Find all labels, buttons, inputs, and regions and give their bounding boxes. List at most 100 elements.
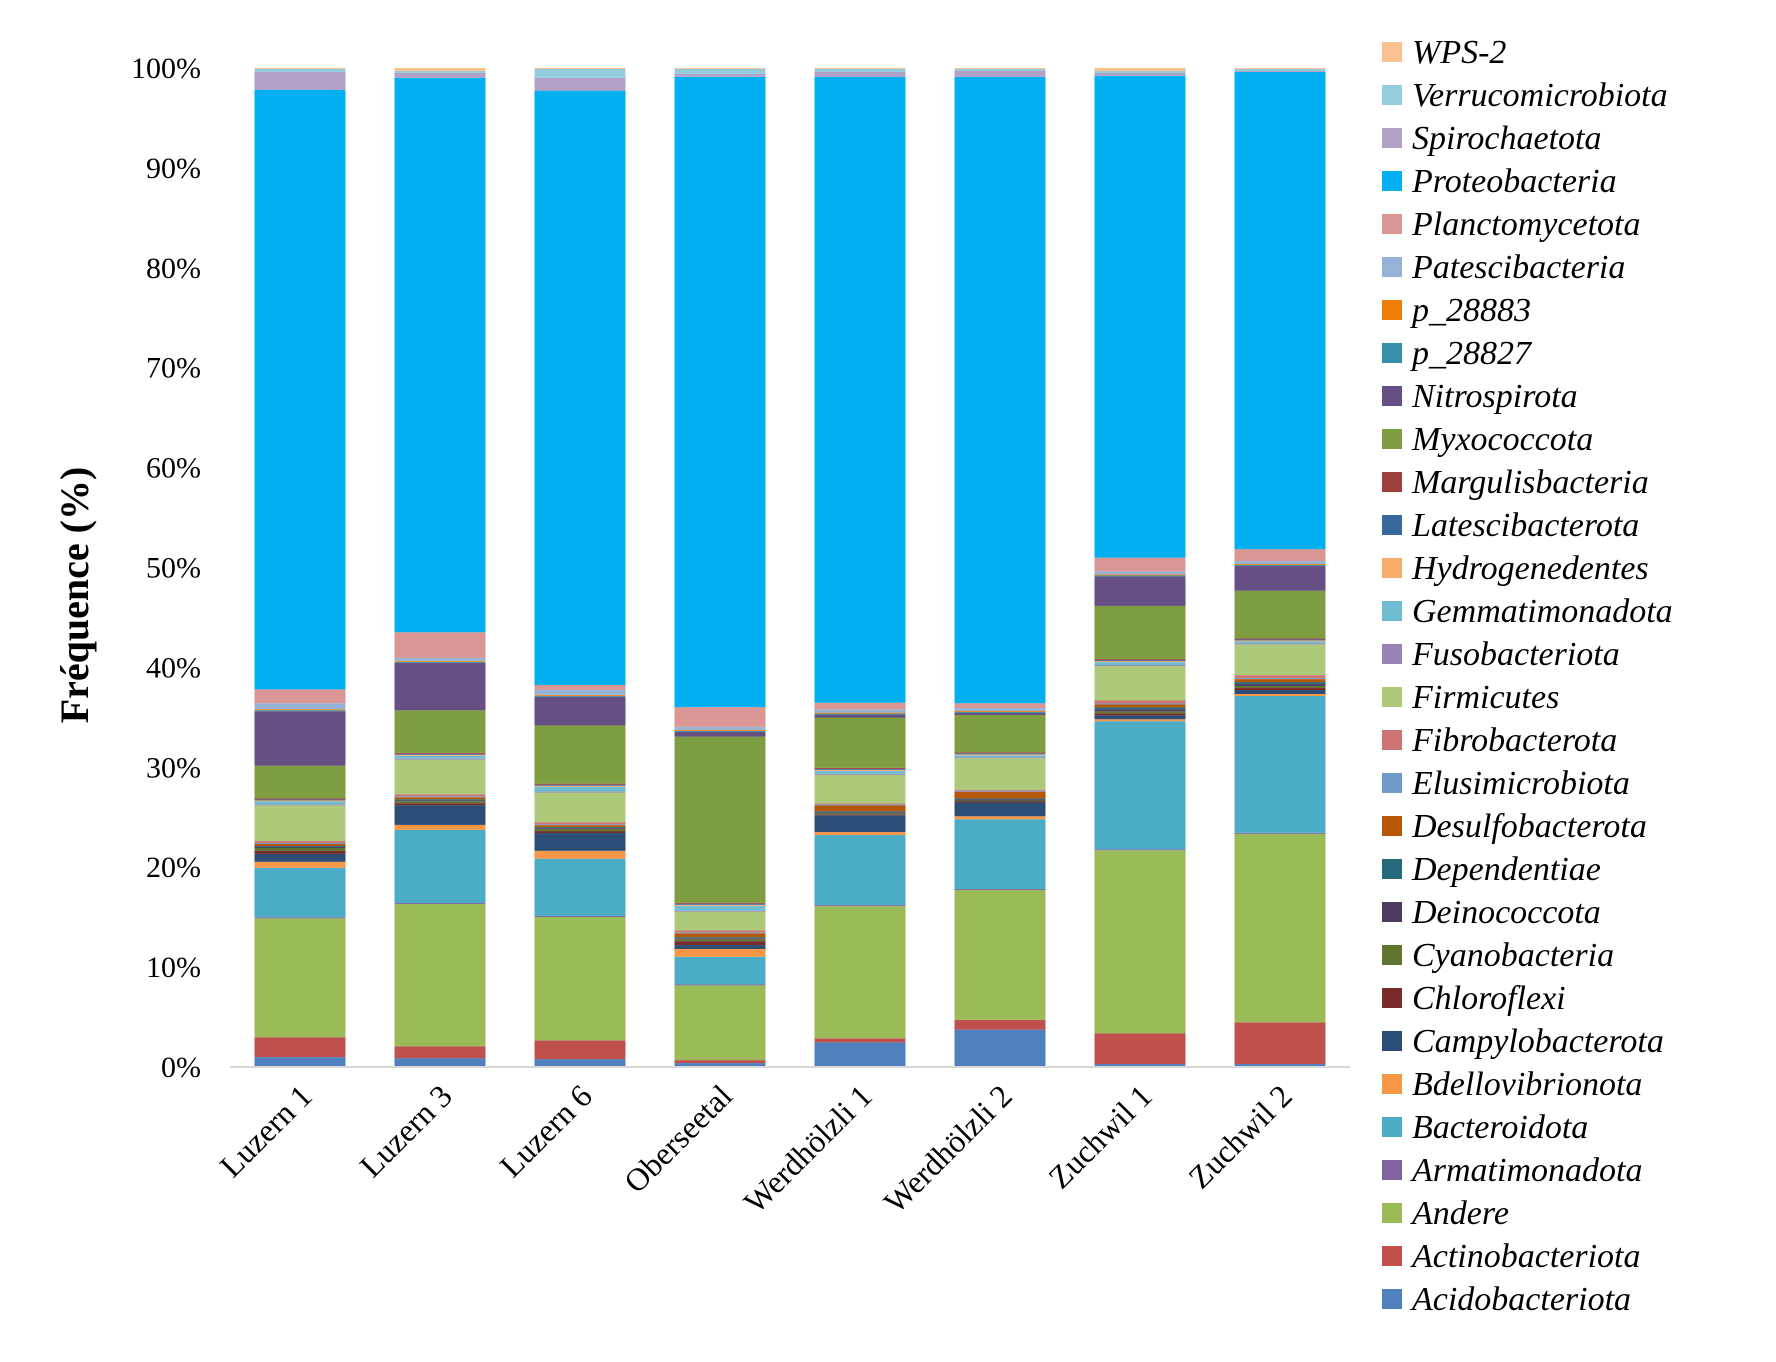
legend-label: Andere [1410,1195,1509,1232]
bar-segment [674,956,766,985]
bar-segment [814,835,906,906]
bar-segment [814,68,906,72]
bar-segment [814,812,906,814]
y-axis-ticks: 0% 10% 20% 30% 40% 50% 60% 70% 80% 90% 100% [131,52,201,1084]
bar-segment [954,68,1046,69]
x-axis-category-labels: Luzern 1 Luzern 3 Luzern 6 OberseetalWerdhö… [212,1077,1298,1219]
bar-segment [254,804,346,806]
bar-segment [1234,71,1326,550]
bar-segment [534,1040,626,1060]
bar-segment [394,632,486,658]
bar-segment [1234,566,1326,591]
bar-segment [254,853,346,862]
bar-segment [674,707,766,727]
bar-segment [1094,849,1186,851]
bar-segment [1234,833,1326,1023]
legend-swatch [1382,515,1402,535]
bar-segment [394,70,486,73]
legend-item: Nitrospirota [1382,378,1578,415]
bar-segment [534,850,626,859]
legend-item: Spirochaetota [1382,120,1602,157]
bar-segment [674,984,766,986]
legend-swatch [1382,945,1402,965]
bar-segment [954,753,1046,755]
bar-segment [1094,605,1186,660]
x-category-label: Werdhölzli 2 [877,1077,1019,1219]
legend-item: Patescibacteria [1382,249,1625,286]
bar-segment [954,713,1046,715]
bar-segment [814,813,906,815]
bar-segment [254,765,346,799]
legend-swatch [1382,300,1402,320]
legend-label: Nitrospirota [1411,378,1578,415]
legend-label: Acidobacteriota [1410,1281,1631,1318]
bar-segment [254,703,346,710]
bar-segment [394,759,486,795]
legend-item: Acidobacteriota [1382,1281,1631,1318]
legend-item: Andere [1382,1195,1509,1232]
bar-segment [954,711,1046,713]
legend-item: WPS-2 [1382,34,1506,71]
legend-swatch [1382,1031,1402,1051]
bar-segment [1234,684,1326,687]
bar-segment [674,941,766,946]
bar-segment [814,774,906,804]
bar-segment [1234,68,1326,69]
bar-segment [954,798,1046,800]
y-tick-label: 40% [146,651,201,684]
bar-segment [954,757,1046,759]
bar-segment [674,939,766,942]
bar-segment [394,753,486,755]
bar-segment [954,890,1046,1020]
bar-segment [534,825,626,828]
bar-segment [254,709,346,711]
bar-segment [1234,686,1326,689]
bar-segment [954,800,1046,802]
bar-segment [254,845,346,847]
bar-segment [954,714,1046,753]
y-tick-label: 0% [161,1051,201,1084]
bar-segment [674,911,766,931]
bar-segment [394,72,486,78]
legend-item: Chloroflexi [1382,980,1566,1017]
legend-swatch [1382,773,1402,793]
bar-segment [674,949,766,957]
bar-segment [254,800,346,802]
bar-segment [254,689,346,704]
bar-segment [1234,565,1326,567]
bar-segment [814,76,906,703]
bar-segment [534,822,626,825]
bar-segment [254,846,346,848]
bar-segment [1234,641,1326,644]
legend-label: Verrucomicrobiota [1412,77,1668,114]
bar-segment [954,712,1046,714]
legend-item: Firmicutes [1382,679,1559,716]
bar-segment [954,752,1046,754]
legend-label: Myxococcota [1411,421,1593,458]
bar-segment [394,903,486,1047]
bar-segment [534,696,626,726]
bar-segment [394,799,486,801]
bar-segment [394,77,486,633]
bar-segment [674,76,766,708]
legend-swatch [1382,1117,1402,1137]
bar-segment [1094,700,1186,704]
legend-label: Actinobacteriota [1410,1238,1641,1275]
bar-segment [254,711,346,766]
x-category-label: Zuchwil 1 [1041,1077,1159,1195]
x-category-label: Werdhölzli 1 [737,1077,879,1219]
bar-segment [954,889,1046,891]
bar-segment [814,805,906,812]
legend-label: p_28883 [1410,292,1531,329]
bar-segment [814,769,906,771]
bar-segment [674,902,766,904]
bar-segment [674,945,766,949]
bar-segment [954,754,1046,756]
legend-swatch [1382,601,1402,621]
legend-item: Verrucomicrobiota [1382,77,1668,114]
bar-segment [534,858,626,916]
bar-segment [954,802,1046,817]
bar-segment [534,792,626,823]
bar-segment [534,90,626,685]
legend-label: Cyanobacteria [1412,937,1614,974]
